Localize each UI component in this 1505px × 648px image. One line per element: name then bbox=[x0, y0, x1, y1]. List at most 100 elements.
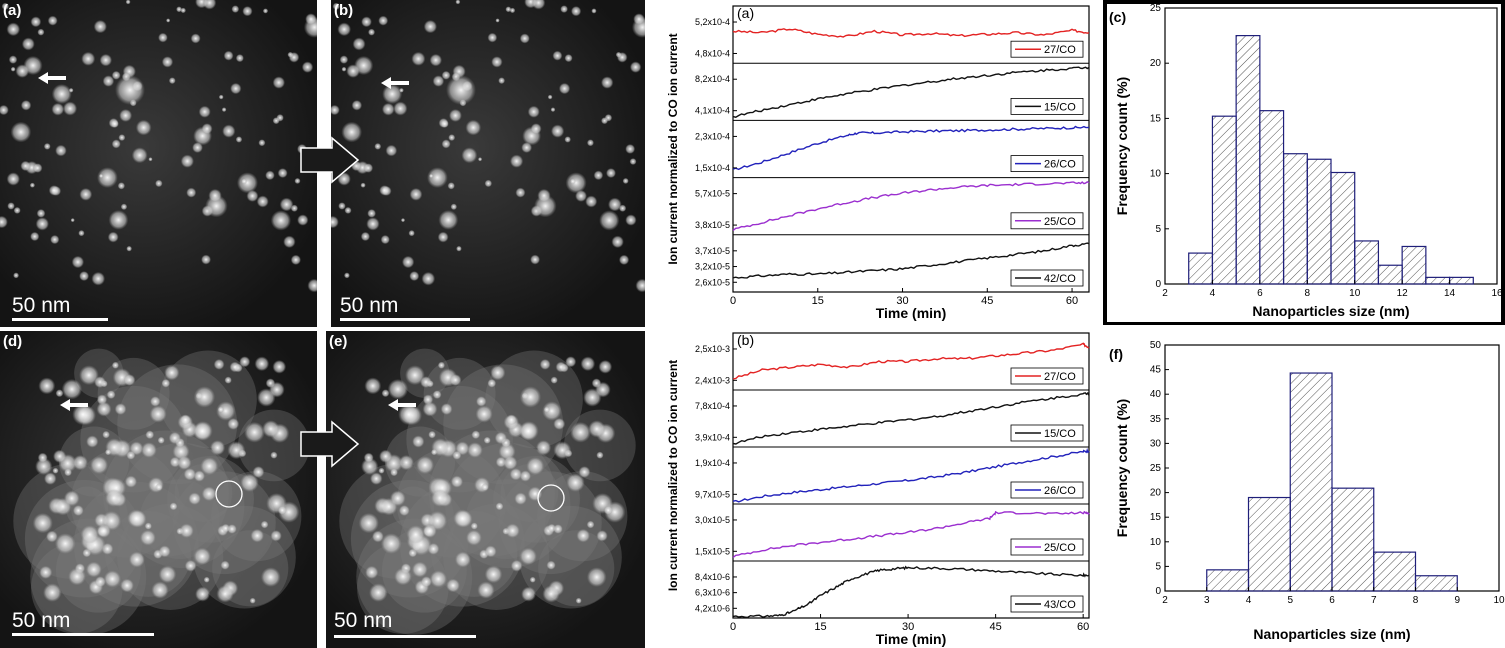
nanoparticle bbox=[193, 386, 216, 408]
nanoparticle bbox=[570, 6, 582, 17]
scale-text-b: 50 nm bbox=[340, 294, 399, 317]
nanoparticle bbox=[601, 117, 609, 125]
nanoparticle bbox=[421, 271, 436, 286]
y-tick-label: 15 bbox=[1150, 113, 1162, 124]
nanoparticle bbox=[68, 567, 86, 586]
nanoparticle bbox=[438, 210, 459, 230]
legend-label: 25/CO bbox=[1044, 542, 1076, 554]
histogram-bar bbox=[1414, 575, 1458, 592]
nanoparticle bbox=[262, 420, 280, 438]
nanoparticle bbox=[450, 475, 464, 488]
nanoparticle bbox=[0, 215, 8, 229]
nanoparticle bbox=[119, 108, 133, 122]
nanoparticle bbox=[530, 254, 541, 265]
nanoparticle bbox=[106, 390, 116, 400]
nanoparticle bbox=[126, 450, 136, 460]
nanoparticle bbox=[37, 28, 45, 36]
transition-arrow-top-icon bbox=[300, 136, 360, 184]
nanoparticle bbox=[337, 22, 352, 37]
nanoparticle bbox=[526, 457, 545, 476]
white-arrow-icon bbox=[38, 72, 66, 84]
x-tick-label: 2 bbox=[1162, 595, 1168, 606]
nanoparticle bbox=[483, 436, 491, 444]
nanoparticle bbox=[180, 154, 195, 168]
histogram-bar bbox=[1377, 264, 1403, 285]
nanoparticle bbox=[341, 66, 347, 72]
nanoparticle bbox=[591, 8, 597, 14]
micrograph-e: (e) 50 nm bbox=[326, 331, 645, 648]
nanoparticle bbox=[547, 94, 553, 100]
nanoparticle bbox=[398, 403, 420, 426]
nanoparticle bbox=[102, 430, 110, 439]
x-tick-label: 16 bbox=[1491, 288, 1503, 299]
y-tick-label: 2,5x10-3 bbox=[695, 344, 730, 354]
nanoparticle bbox=[537, 188, 551, 203]
nanoparticle bbox=[236, 172, 258, 194]
x-tick-label: 60 bbox=[1077, 621, 1089, 633]
nanoparticle bbox=[13, 272, 20, 279]
legend-box bbox=[1010, 269, 1084, 287]
nanoparticle bbox=[141, 442, 157, 458]
histogram-bar bbox=[1282, 153, 1308, 285]
nanoparticle bbox=[107, 231, 119, 243]
nanoparticle bbox=[254, 356, 270, 372]
nanoparticle bbox=[432, 75, 445, 87]
y-tick-label: 2,6x10-5 bbox=[695, 277, 730, 287]
nanoparticle bbox=[521, 586, 537, 602]
legend-label: 26/CO bbox=[1044, 485, 1076, 497]
nanoparticle bbox=[369, 472, 383, 485]
nanoparticle bbox=[363, 163, 374, 173]
x-tick-label: 30 bbox=[902, 621, 914, 633]
nanoparticle bbox=[244, 421, 265, 443]
nanoparticle bbox=[379, 449, 393, 463]
y-tick-label: 25 bbox=[1150, 3, 1162, 14]
support-blob bbox=[443, 503, 550, 610]
nanoparticle bbox=[7, 202, 15, 210]
nanoparticle bbox=[603, 505, 613, 515]
y-tick-label: 45 bbox=[1150, 365, 1162, 376]
nanoparticle bbox=[565, 356, 577, 368]
nanoparticle bbox=[208, 188, 222, 203]
nanoparticle bbox=[586, 520, 595, 529]
nanoparticle bbox=[429, 173, 434, 179]
y-tick-label: 40 bbox=[1150, 389, 1162, 400]
nanoparticle bbox=[47, 15, 58, 26]
nanoparticle bbox=[158, 32, 168, 43]
nanoparticle bbox=[157, 436, 165, 444]
nanoparticle bbox=[358, 512, 379, 534]
nanoparticle bbox=[239, 356, 251, 368]
nanoparticle bbox=[43, 583, 62, 602]
nanoparticle bbox=[598, 359, 613, 374]
y-tick-label: 30 bbox=[1150, 438, 1162, 449]
y-tick-label: 1,5x10-4 bbox=[695, 163, 730, 173]
nanoparticle bbox=[477, 581, 495, 599]
panel-label-b: (b) bbox=[334, 2, 354, 19]
legend-label: 27/CO bbox=[1044, 371, 1076, 383]
nanoparticle bbox=[412, 435, 425, 448]
histogram-bar bbox=[1211, 115, 1237, 285]
nanoparticle bbox=[596, 530, 608, 542]
micrograph-b-image bbox=[331, 0, 645, 327]
nanoparticle bbox=[115, 75, 145, 105]
nanoparticle bbox=[519, 33, 530, 44]
histogram-bar bbox=[1401, 245, 1427, 285]
nanoparticle bbox=[290, 254, 301, 265]
nanoparticle bbox=[406, 525, 426, 544]
nanoparticle bbox=[465, 119, 482, 136]
nanoparticle bbox=[78, 229, 85, 237]
nanoparticle bbox=[530, 123, 542, 135]
nanoparticle bbox=[217, 406, 224, 413]
x-tick-label: 2 bbox=[1162, 288, 1168, 299]
nanoparticle bbox=[505, 6, 512, 13]
y-tick-label: 25 bbox=[1150, 463, 1162, 474]
legend-box bbox=[1010, 481, 1084, 499]
nanoparticle bbox=[72, 403, 94, 426]
y-tick-label: 35 bbox=[1150, 414, 1162, 425]
histogram-bar bbox=[1373, 551, 1417, 592]
nanoparticle bbox=[198, 105, 211, 118]
nanoparticle bbox=[61, 378, 83, 400]
scale-text-e: 50 nm bbox=[334, 609, 393, 632]
nanoparticle bbox=[216, 585, 234, 603]
nanoparticle bbox=[588, 420, 606, 438]
nanoparticle bbox=[461, 147, 478, 164]
